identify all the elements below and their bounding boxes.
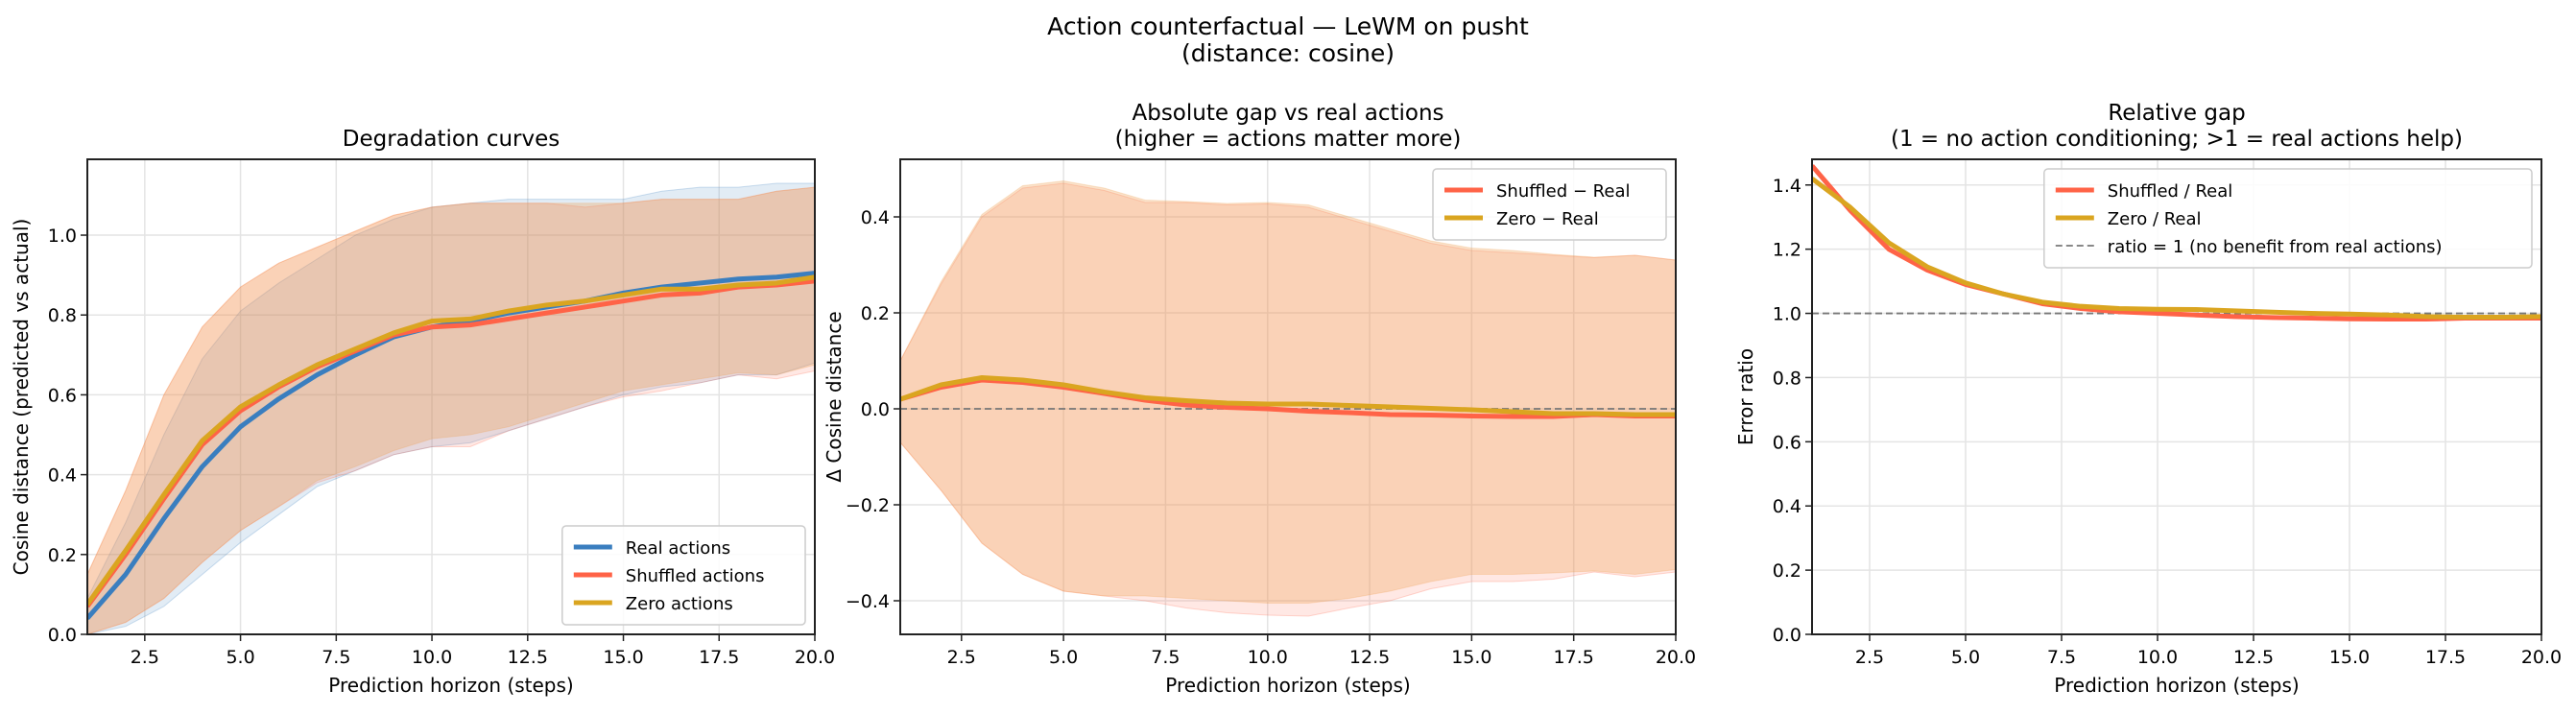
y-tick-label: 0.2 bbox=[861, 303, 890, 324]
legend-label: Shuffled − Real bbox=[1496, 181, 1630, 202]
axes-frame bbox=[899, 158, 1677, 635]
y-tick-label: 0.2 bbox=[1773, 560, 1801, 582]
y-tick-label: 1.0 bbox=[48, 226, 77, 247]
x-tick-label: 5.0 bbox=[226, 647, 254, 668]
x-tick-label: 7.5 bbox=[2047, 647, 2076, 668]
subplot-1: 2.5 5.0 7.5 10.0 12.5 15.0 17.5 20.0 0.0 0.2 0.4 0.… bbox=[10, 127, 835, 697]
legend-item: Shuffled − Real bbox=[1444, 181, 1630, 202]
x-tick-label: 10.0 bbox=[412, 647, 452, 668]
x-tick-label: 15.0 bbox=[1451, 647, 1491, 668]
y-tick-label: 0.6 bbox=[48, 385, 77, 406]
y-tick-label: 0.0 bbox=[861, 399, 890, 420]
y-tick-label: 1.4 bbox=[1773, 176, 1801, 197]
x-tick-label: 10.0 bbox=[1248, 647, 1288, 668]
x-tick-label: 2.5 bbox=[131, 647, 159, 668]
y-tick-label: 0.4 bbox=[48, 465, 77, 487]
suptitle-line-1: Action counterfactual — LeWM on pusht bbox=[1047, 12, 1529, 40]
y-tick-label: −0.4 bbox=[846, 591, 890, 612]
x-tick-label: 17.5 bbox=[1554, 647, 1594, 668]
x-tick-label: 10.0 bbox=[2137, 647, 2178, 668]
legend-label: Zero actions bbox=[626, 594, 733, 614]
plot-area bbox=[87, 182, 815, 634]
series-line-shuffled bbox=[1812, 164, 2541, 322]
y-tick-label: 1.0 bbox=[1773, 304, 1801, 325]
x-tick-label: 5.0 bbox=[1049, 647, 1078, 668]
plot-area bbox=[1812, 164, 2541, 322]
x-tick-label: 2.5 bbox=[1855, 647, 1884, 668]
x-tick-label: 7.5 bbox=[1151, 647, 1180, 668]
legend: Shuffled / Real Zero / Real ratio = 1 (no … bbox=[2043, 168, 2533, 269]
x-tick-label: 20.0 bbox=[1656, 647, 1696, 668]
subplot-title: Relative gap bbox=[2108, 101, 2245, 126]
x-axis-label: Prediction horizon (steps) bbox=[2054, 674, 2299, 697]
legend-label: Shuffled / Real bbox=[2108, 181, 2232, 202]
y-tick-label: 0.6 bbox=[1773, 432, 1801, 453]
axes-frame bbox=[1811, 158, 2542, 635]
legend-label: Zero − Real bbox=[1496, 209, 1599, 229]
subplot-title: Degradation curves bbox=[343, 127, 561, 152]
y-axis-label: Cosine distance (predicted vs actual) bbox=[10, 219, 33, 576]
y-tick-label: 0.4 bbox=[1773, 496, 1801, 517]
legend: Real actions Shuffled actions Zero actions bbox=[561, 525, 806, 626]
band-shuffled bbox=[900, 182, 1676, 617]
y-tick-label: 1.2 bbox=[1773, 240, 1801, 261]
axes-frame bbox=[86, 158, 816, 635]
y-tick-label: −0.2 bbox=[846, 495, 890, 516]
legend-item: Real actions bbox=[573, 538, 730, 559]
legend-item: Zero / Real bbox=[2055, 209, 2202, 229]
series-line-zero bbox=[87, 274, 815, 607]
x-axis-label: Prediction horizon (steps) bbox=[328, 674, 573, 697]
series-line-shuffled bbox=[87, 278, 815, 608]
x-tick-label: 15.0 bbox=[2329, 647, 2370, 668]
x-tick-label: 20.0 bbox=[795, 647, 835, 668]
legend-item: Shuffled actions bbox=[573, 566, 765, 586]
legend-label: Zero / Real bbox=[2108, 209, 2202, 229]
subplot-title: (1 = no action conditioning; >1 = real a… bbox=[1891, 127, 2463, 152]
y-tick-label: 0.4 bbox=[861, 207, 890, 228]
x-tick-label: 12.5 bbox=[508, 647, 548, 668]
x-tick-label: 7.5 bbox=[322, 647, 350, 668]
y-axis-label: Δ Cosine distance bbox=[823, 311, 846, 482]
legend-frame bbox=[2043, 168, 2533, 269]
x-tick-label: 17.5 bbox=[699, 647, 739, 668]
y-tick-label: 0.8 bbox=[48, 305, 77, 326]
band-real bbox=[87, 182, 815, 634]
legend-item: Zero − Real bbox=[1444, 209, 1599, 229]
y-tick-label: 0.0 bbox=[1773, 625, 1801, 646]
legend-item: Shuffled / Real bbox=[2055, 181, 2232, 202]
x-axis-label: Prediction horizon (steps) bbox=[1165, 674, 1410, 697]
legend-frame bbox=[1432, 168, 1667, 241]
x-tick-label: 15.0 bbox=[603, 647, 643, 668]
x-tick-label: 2.5 bbox=[947, 647, 976, 668]
band-zero bbox=[900, 179, 1676, 604]
y-tick-label: 0.2 bbox=[48, 545, 77, 566]
legend-label: ratio = 1 (no benefit from real actions) bbox=[2108, 237, 2443, 257]
legend: Shuffled − Real Zero − Real bbox=[1432, 168, 1667, 241]
plot-area bbox=[900, 179, 1676, 617]
y-axis-label: Error ratio bbox=[1734, 348, 1757, 445]
x-tick-label: 12.5 bbox=[2233, 647, 2274, 668]
subplot-3: 2.5 5.0 7.5 10.0 12.5 15.0 17.5 20.0 0.0 0.2 0.4 0.… bbox=[1734, 101, 2562, 697]
subplot-title: (higher = actions matter more) bbox=[1115, 127, 1462, 152]
legend-label: Real actions bbox=[626, 538, 730, 559]
series-line-zero bbox=[900, 375, 1676, 417]
subplot-title: Absolute gap vs real actions bbox=[1132, 101, 1443, 126]
subplot-2: 2.5 5.0 7.5 10.0 12.5 15.0 17.5 20.0 −0.4 −0.2 0.0… bbox=[823, 101, 1696, 697]
suptitle-line-2: (distance: cosine) bbox=[1181, 39, 1395, 67]
legend-frame bbox=[561, 525, 806, 626]
x-tick-label: 20.0 bbox=[2521, 647, 2562, 668]
x-tick-label: 17.5 bbox=[2425, 647, 2466, 668]
x-tick-label: 12.5 bbox=[1349, 647, 1390, 668]
legend-item: ratio = 1 (no benefit from real actions) bbox=[2055, 237, 2443, 257]
legend-label: Shuffled actions bbox=[626, 566, 765, 586]
legend-item: Zero actions bbox=[573, 594, 733, 614]
x-tick-label: 5.0 bbox=[1951, 647, 1980, 668]
series-line-zero bbox=[1812, 177, 2541, 321]
y-tick-label: 0.8 bbox=[1773, 368, 1801, 389]
y-tick-label: 0.0 bbox=[48, 625, 77, 646]
